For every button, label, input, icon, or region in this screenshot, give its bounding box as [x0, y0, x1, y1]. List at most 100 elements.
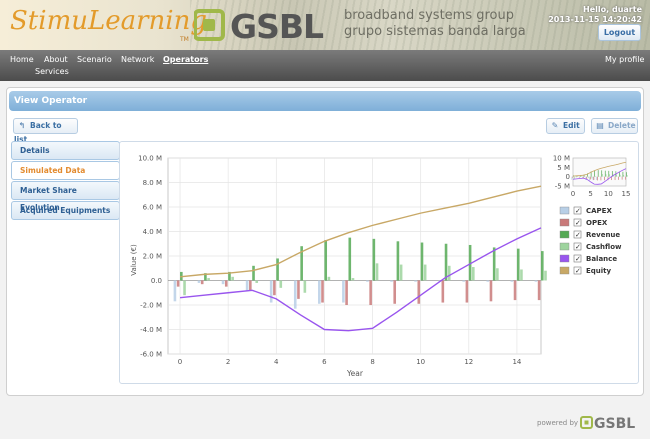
overview-bar — [585, 176, 587, 181]
x-axis-label: Year — [346, 369, 364, 378]
legend-checkbox-equity[interactable] — [573, 266, 582, 275]
edit-label: Edit — [563, 121, 580, 130]
overview-bar — [601, 170, 603, 177]
overview-bar — [616, 174, 617, 177]
bar-capex — [366, 280, 369, 282]
checkmark-icon: ✓ — [575, 231, 581, 239]
nav-about[interactable]: About — [44, 55, 68, 64]
bar-revenue — [348, 237, 352, 281]
menu-market-share-evolution[interactable]: Market Share Evolution — [11, 181, 120, 212]
legend-checkbox-capex[interactable] — [573, 206, 582, 215]
y-tick-label: 8.0 M — [143, 179, 162, 187]
nav-scenario[interactable]: Scenario — [77, 55, 112, 64]
menu-details[interactable]: Details — [11, 141, 120, 160]
legend-swatch-opex — [559, 218, 570, 227]
bar-revenue — [324, 240, 328, 281]
overview-bar — [582, 176, 584, 179]
bar-cashflow — [399, 264, 403, 281]
overview-bar — [596, 176, 597, 181]
overview-bar — [618, 176, 619, 180]
legend-swatch-capex — [559, 206, 570, 215]
bar-revenue — [492, 247, 496, 281]
chart-overview: 10 M5 M0-5 M0 5 10 15 — [553, 155, 631, 199]
bar-capex — [510, 280, 514, 282]
overview-line — [572, 168, 627, 185]
bar-cashflow — [183, 280, 186, 296]
overview-bar — [580, 175, 581, 177]
logout-button[interactable]: Logout — [598, 24, 641, 41]
legend-swatch-balance — [559, 254, 570, 263]
bar-capex — [293, 280, 297, 309]
overview-bar — [593, 176, 595, 181]
y-tick-label: 0.0 — [151, 277, 162, 285]
bar-cashflow — [351, 278, 355, 281]
bar-opex — [273, 280, 276, 296]
legend-checkbox-balance[interactable] — [573, 254, 582, 263]
back-to-list-button[interactable]: ↰ Back to list — [13, 118, 78, 144]
overview-area — [572, 157, 627, 187]
brand-logo[interactable]: StimuLearning — [10, 6, 208, 36]
bar-opex — [200, 280, 204, 285]
bar-cashflow — [447, 265, 451, 281]
nav-services[interactable]: Services — [35, 67, 69, 76]
footer-logo-text: GSBL — [594, 416, 635, 431]
nav-network[interactable]: Network — [121, 55, 155, 64]
bar-capex — [173, 280, 177, 302]
bar-cashflow — [375, 263, 379, 281]
overview-bar — [602, 174, 603, 177]
overview-bar — [621, 176, 623, 180]
nav-my-profile[interactable]: My profile — [605, 55, 645, 64]
bar-capex — [318, 280, 321, 304]
header: StimuLearning TM GSBL broadband systems … — [0, 0, 650, 50]
tagline-en: broadband systems group — [344, 8, 514, 23]
nav-home[interactable]: Home — [10, 55, 34, 64]
x-tick-label: 12 — [464, 358, 473, 366]
legend-checkbox-opex[interactable] — [573, 218, 582, 227]
overview-bar — [595, 176, 596, 177]
overview-bar — [623, 174, 625, 177]
delete-button[interactable]: ▤ Delete — [591, 118, 638, 134]
bar-cashflow — [520, 269, 523, 281]
powered-by: powered by GSBL — [537, 415, 638, 432]
overview-bar — [611, 176, 612, 181]
line-equity — [179, 185, 542, 278]
checkmark-icon: ✓ — [575, 219, 581, 227]
overview-bar — [607, 176, 609, 181]
overview-bar — [619, 171, 620, 177]
bar-revenue — [228, 271, 231, 281]
edit-button[interactable]: ✎ Edit — [546, 118, 585, 134]
simulated-data-chart: 10.0 M 8.0 M 6.0 M 4.0 M 2.0 M 0.0 -2.0 M -4.0 … — [130, 155, 631, 379]
menu-acquired-equipments[interactable]: Acquired Equipments — [11, 201, 120, 220]
legend-label-cashflow: Cashflow — [586, 243, 622, 251]
x-tick-label: 4 — [274, 358, 279, 366]
footer-gsbl-logo: GSBL — [580, 416, 636, 432]
overview-x-tick: 10 — [604, 190, 613, 198]
x-tick-label: 10 — [416, 358, 425, 366]
trash-icon: ▤ — [596, 121, 604, 130]
bar-opex — [345, 280, 348, 305]
overview-bar — [608, 170, 610, 177]
y-tick-label: -4.0 M — [140, 326, 162, 334]
y-tick-label: 2.0 M — [143, 253, 162, 261]
bar-cashflow — [544, 270, 547, 281]
back-arrow-icon: ↰ — [18, 121, 26, 130]
menu-simulated-data[interactable]: Simulated Data — [11, 161, 120, 180]
bar-opex — [176, 280, 180, 287]
bar-capex — [342, 280, 345, 303]
bar-opex — [465, 280, 469, 303]
bar-capex — [269, 280, 273, 303]
datetime: 2013-11-15 14:20:42 — [548, 15, 642, 24]
overview-bar — [578, 176, 580, 178]
legend-checkbox-revenue[interactable] — [573, 230, 582, 239]
x-tick-label: 14 — [512, 358, 521, 366]
legend-checkbox-cashflow[interactable] — [573, 242, 582, 251]
overview-bar — [590, 171, 592, 177]
main-nav: Home About Scenario Network Operators Se… — [0, 50, 650, 81]
bar-revenue — [541, 251, 544, 281]
nav-operators[interactable]: Operators — [163, 55, 209, 64]
bar-capex — [486, 280, 490, 282]
bar-revenue — [372, 238, 376, 281]
bar-revenue — [204, 273, 207, 281]
bar-opex — [537, 280, 541, 301]
overview-bar — [580, 176, 582, 177]
